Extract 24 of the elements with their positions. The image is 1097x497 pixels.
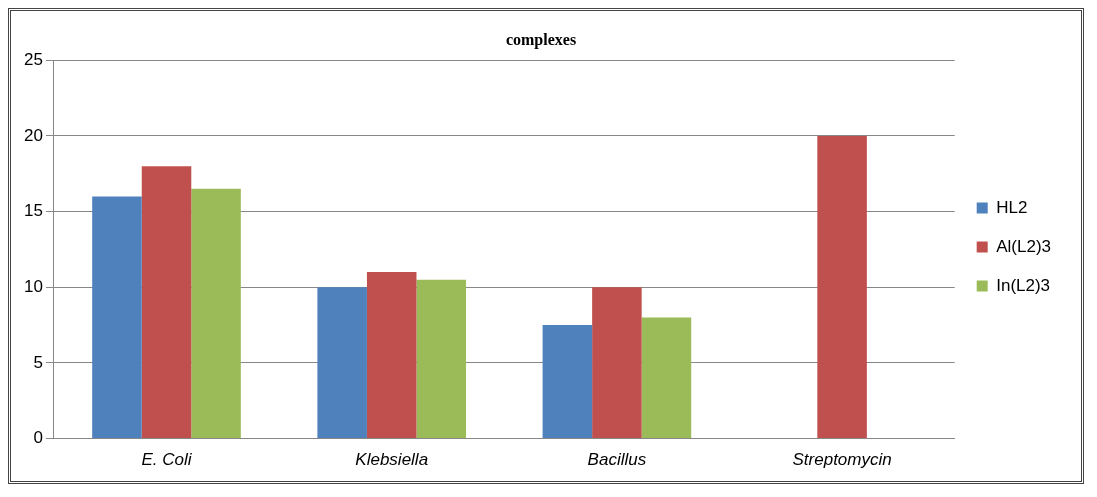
- y-tick-label: 25: [23, 49, 43, 69]
- bar: [817, 135, 867, 439]
- y-tick-label: 15: [23, 201, 43, 221]
- bar: [641, 317, 692, 439]
- y-tick-label: 10: [23, 276, 43, 296]
- legend-label: HL2: [996, 197, 1028, 217]
- bar: [542, 325, 593, 439]
- bar: [592, 287, 642, 439]
- x-tick-label: E. Coli: [141, 449, 193, 469]
- chart-title: complexes: [505, 30, 577, 49]
- bar: [141, 166, 192, 439]
- legend-label: Al(L2)3: [996, 236, 1052, 256]
- y-tick-label: 20: [23, 125, 43, 145]
- y-tick-label: 0: [33, 428, 43, 448]
- x-tick-label: Streptomycin: [792, 449, 892, 469]
- bar: [92, 196, 142, 439]
- bar: [416, 279, 467, 439]
- x-tick-label: Bacillus: [587, 449, 647, 469]
- legend-label: In(L2)3: [996, 275, 1051, 295]
- x-tick-label: Klebsiella: [355, 449, 429, 469]
- bar: [191, 188, 241, 439]
- y-tick-label: 5: [33, 352, 43, 372]
- bar: [317, 287, 367, 439]
- bar: [366, 272, 417, 439]
